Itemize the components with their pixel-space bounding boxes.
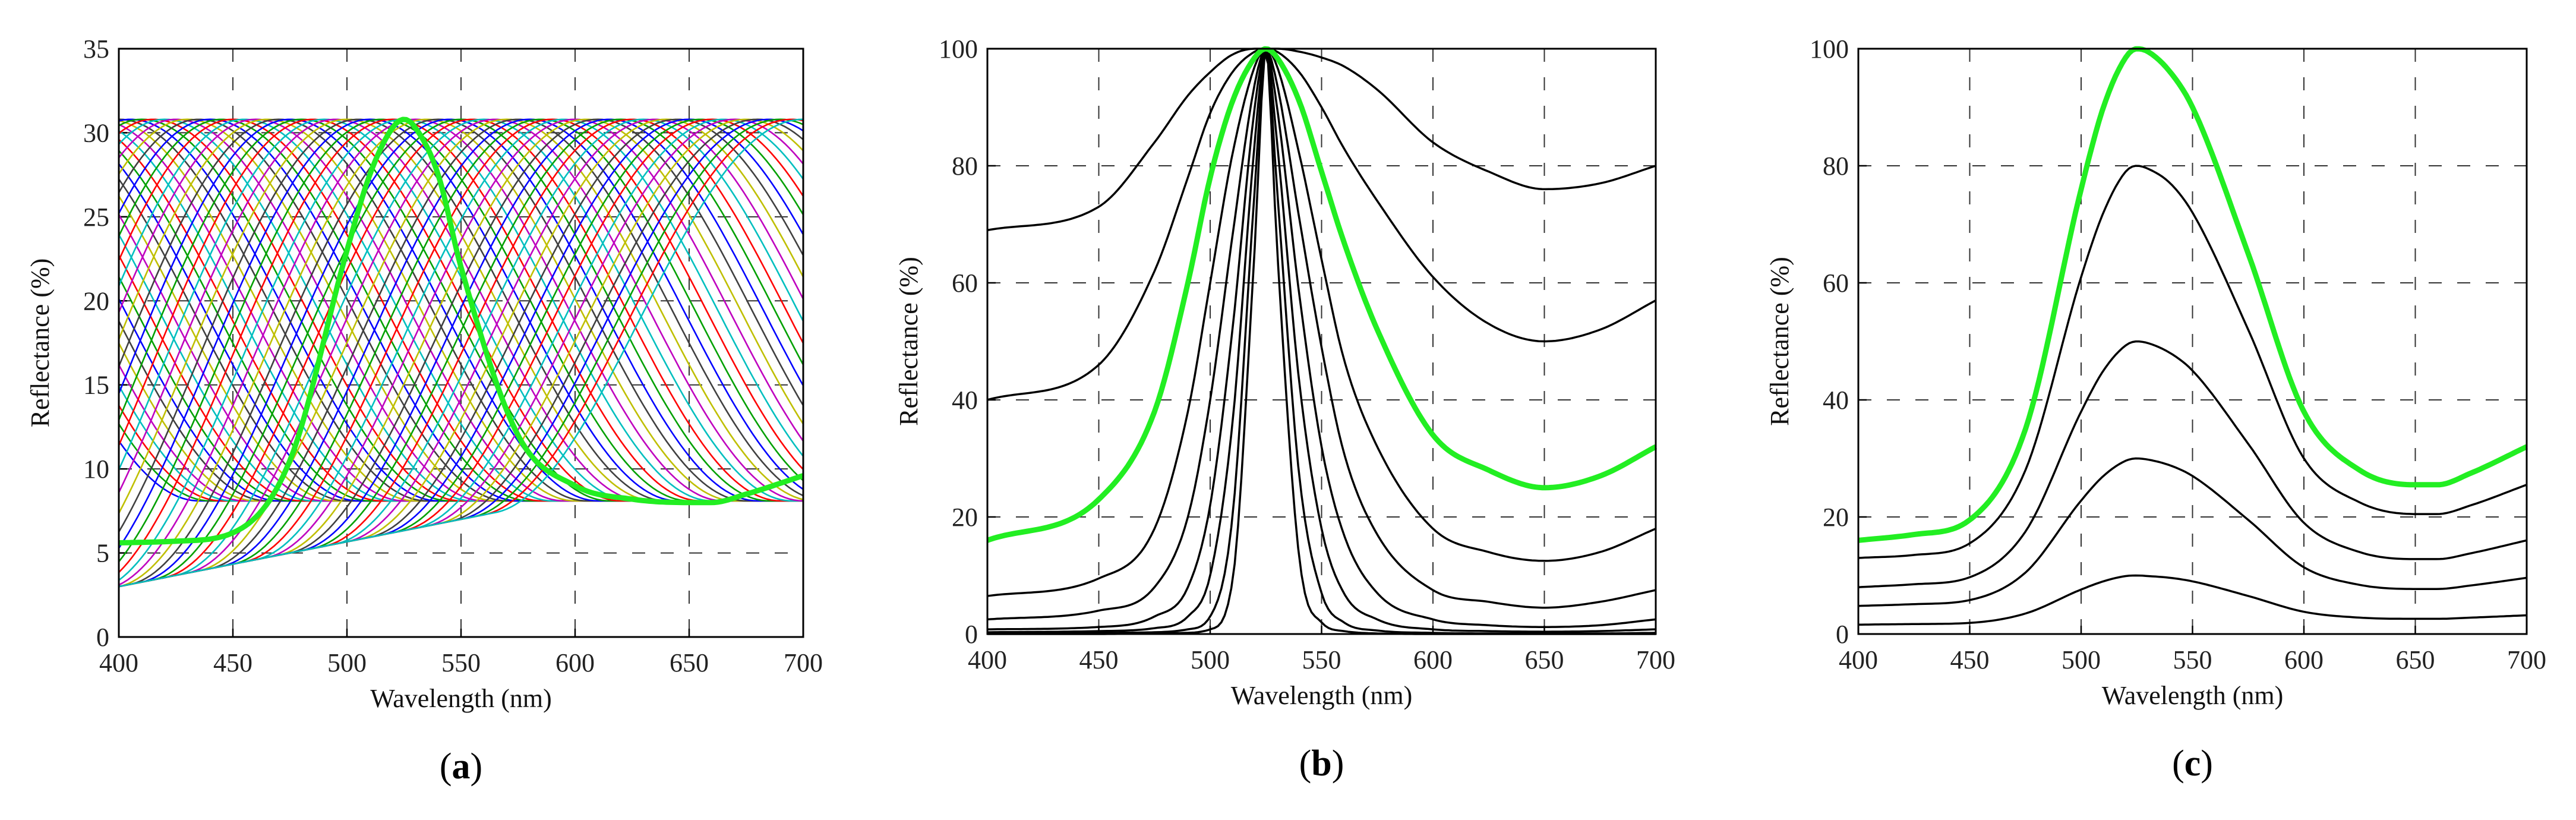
y-tick-label: 40 <box>952 386 978 415</box>
series-line <box>119 118 803 588</box>
y-tick-label: 20 <box>83 286 109 316</box>
x-tick-label: 550 <box>441 648 481 677</box>
y-axis-label: Reflectance (%) <box>894 257 923 426</box>
x-axis-label: Wavelength (nm) <box>2102 681 2284 710</box>
series-line <box>1858 574 2527 626</box>
series-line <box>119 118 803 588</box>
x-tick-label: 700 <box>2507 645 2546 674</box>
series-line <box>987 48 1656 232</box>
x-tick-label: 450 <box>213 648 252 677</box>
x-tick-label: 600 <box>2284 645 2324 674</box>
y-tick-label: 100 <box>1810 34 1849 64</box>
y-tick-label: 35 <box>83 34 109 64</box>
x-axis-label: Wavelength (nm) <box>1231 681 1413 710</box>
x-tick-label: 450 <box>1950 645 1990 674</box>
series-line <box>987 49 1656 633</box>
plot-frame <box>1857 48 2528 635</box>
highlight-series-line <box>119 116 803 546</box>
y-tick-label: 80 <box>1823 152 1849 181</box>
x-tick-label: 400 <box>1839 645 1878 674</box>
series-line <box>1858 165 2527 559</box>
y-tick-label: 0 <box>1836 620 1849 649</box>
panel-label: (a) <box>440 746 482 787</box>
x-tick-label: 500 <box>327 648 367 677</box>
y-tick-label: 40 <box>1823 386 1849 415</box>
x-tick-label: 700 <box>784 648 823 677</box>
series-line <box>119 118 803 588</box>
y-tick-label: 10 <box>83 455 109 484</box>
series-line <box>119 118 803 581</box>
series-line <box>119 118 803 588</box>
series-line <box>119 118 803 588</box>
x-tick-label: 650 <box>2396 645 2435 674</box>
y-tick-label: 20 <box>1823 503 1849 532</box>
series-line <box>1858 457 2527 607</box>
y-tick-label: 20 <box>952 503 978 532</box>
y-axis-label: Reflectance (%) <box>1765 257 1794 426</box>
panel-label: (c) <box>2172 743 2213 784</box>
x-tick-label: 600 <box>1413 645 1453 674</box>
x-tick-label: 550 <box>2173 645 2212 674</box>
series-line <box>1858 340 2527 588</box>
x-tick-label: 500 <box>2062 645 2101 674</box>
y-axis-label: Reflectance (%) <box>26 258 55 428</box>
series-line <box>987 48 1656 401</box>
series-line <box>119 118 803 588</box>
y-tick-label: 0 <box>96 623 109 652</box>
x-axis-label: Wavelength (nm) <box>370 684 552 713</box>
series-line <box>987 48 1656 621</box>
y-tick-label: 60 <box>1823 269 1849 298</box>
y-tick-label: 30 <box>83 118 109 147</box>
y-tick-label: 25 <box>83 203 109 232</box>
y-tick-label: 0 <box>965 620 978 649</box>
series-group <box>119 116 803 588</box>
series-group <box>1858 46 2528 626</box>
x-tick-label: 400 <box>99 648 138 677</box>
y-tick-label: 100 <box>939 34 978 64</box>
plot-frame <box>118 48 804 638</box>
y-tick-label: 80 <box>952 152 978 181</box>
series-line <box>987 48 1656 630</box>
series-line <box>987 48 1656 597</box>
x-tick-label: 650 <box>1525 645 1564 674</box>
x-tick-label: 450 <box>1079 645 1119 674</box>
x-tick-label: 500 <box>1191 645 1230 674</box>
series-line <box>1858 46 2528 543</box>
x-tick-label: 400 <box>968 645 1007 674</box>
grid <box>1858 49 2527 634</box>
y-tick-label: 15 <box>83 371 109 400</box>
panel-label: (b) <box>1299 743 1344 784</box>
panel-c: 400 450 500 550 600 650 700 0 20 40 60 80 100 Wavelen… <box>1765 34 2546 784</box>
y-tick-label: 60 <box>952 269 978 298</box>
plot-frame <box>986 48 1657 635</box>
series-line <box>119 118 803 573</box>
x-tick-label: 700 <box>1636 645 1675 674</box>
y-tick-label: 5 <box>96 539 109 568</box>
series-line <box>119 118 803 588</box>
x-tick-label: 650 <box>670 648 709 677</box>
series-line <box>119 118 803 588</box>
panel-b: 400 450 500 550 600 650 700 0 20 40 60 80 100 Wavelen… <box>894 34 1675 784</box>
panel-a: 400 450 500 550 600 650 700 0 5 10 15 20 25 30 35 Wavel… <box>26 34 823 787</box>
series-line <box>986 46 1658 543</box>
x-tick-label: 600 <box>555 648 595 677</box>
x-tick-label: 550 <box>1302 645 1341 674</box>
